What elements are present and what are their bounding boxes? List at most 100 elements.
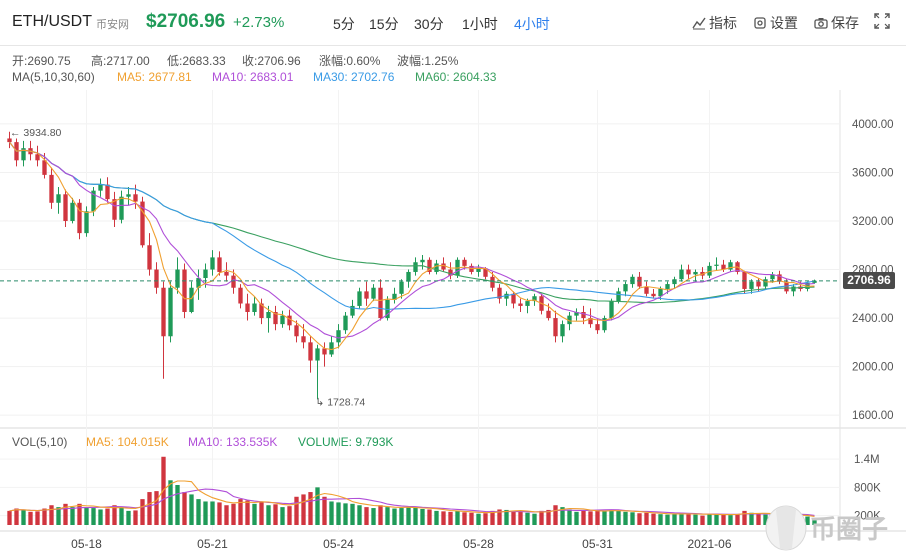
candlestick bbox=[126, 187, 131, 206]
volume-bar bbox=[546, 509, 551, 525]
volume-bar bbox=[651, 513, 656, 525]
candlestick bbox=[315, 344, 320, 400]
volume-bar bbox=[378, 505, 383, 525]
candlestick bbox=[574, 308, 579, 321]
low-annotation: ↳ 1728.74 bbox=[316, 397, 366, 409]
fullscreen-button[interactable] bbox=[874, 13, 890, 29]
settings-button[interactable]: 设置 bbox=[753, 13, 798, 33]
ma60-line bbox=[9, 141, 815, 304]
candlestick bbox=[210, 250, 215, 276]
candlestick bbox=[588, 308, 593, 328]
candle-body bbox=[721, 264, 726, 270]
volume-bar bbox=[49, 505, 54, 525]
ohlc-low: 低:2683.33 bbox=[167, 54, 226, 68]
volume-bars bbox=[7, 456, 817, 525]
ohlc-amplitude: 波幅:1.25% bbox=[397, 54, 459, 68]
candlestick bbox=[434, 259, 439, 275]
candle-body bbox=[259, 303, 264, 319]
volume-tick-label: 1.4M bbox=[854, 454, 880, 466]
candle-body bbox=[63, 194, 68, 221]
interval-1h[interactable]: 1小时 bbox=[462, 16, 498, 32]
volume-bar bbox=[637, 513, 642, 525]
ma-legend-label: MA(5,10,30,60) bbox=[12, 70, 95, 84]
candle-body bbox=[588, 318, 593, 325]
vol-ma5-value: MA5: 104.015K bbox=[86, 435, 169, 449]
candle-body bbox=[406, 271, 411, 282]
interval-30m[interactable]: 30分 bbox=[414, 16, 444, 32]
volume-bar bbox=[245, 500, 250, 525]
volume-bar bbox=[217, 502, 222, 525]
candle-body bbox=[378, 287, 383, 319]
volume-bar bbox=[259, 501, 264, 525]
candlestick bbox=[707, 262, 712, 279]
date-label: 05-24 bbox=[323, 537, 354, 551]
candlestick bbox=[259, 298, 264, 325]
candle-body bbox=[77, 202, 82, 234]
candle-body bbox=[511, 293, 516, 304]
interval-5m[interactable]: 5分 bbox=[333, 16, 355, 32]
candle-body bbox=[707, 265, 712, 276]
volume-bar bbox=[56, 507, 61, 525]
candle-body bbox=[280, 315, 285, 325]
candlestick bbox=[392, 287, 397, 304]
pair-name[interactable]: ETH/USDT bbox=[12, 13, 92, 30]
volume-bar bbox=[742, 510, 747, 525]
candle-body bbox=[763, 279, 768, 287]
gear-icon bbox=[754, 17, 766, 29]
candle-body bbox=[791, 286, 796, 292]
volume-bar bbox=[560, 507, 565, 525]
candle-body bbox=[602, 318, 607, 331]
candlestick bbox=[329, 336, 334, 357]
volume-bar bbox=[7, 510, 12, 525]
candle-body bbox=[448, 269, 453, 276]
candlestick bbox=[504, 291, 509, 306]
candlestick bbox=[742, 270, 747, 294]
volume-bar bbox=[210, 501, 215, 525]
volume-bar bbox=[518, 511, 523, 525]
volume-bar bbox=[364, 507, 369, 525]
interval-4h[interactable]: 4小时 bbox=[514, 16, 550, 32]
candlestick bbox=[287, 309, 292, 331]
candlestick bbox=[175, 257, 180, 294]
exchange-name: 币安网 bbox=[96, 19, 129, 31]
candle-body bbox=[357, 291, 362, 306]
candle-body bbox=[777, 274, 782, 282]
volume-bar bbox=[28, 511, 33, 525]
candle-body bbox=[756, 281, 761, 287]
volume-bar bbox=[504, 509, 509, 525]
candlestick bbox=[763, 276, 768, 289]
candlestick bbox=[728, 259, 733, 272]
candlestick bbox=[336, 324, 341, 349]
candle-body bbox=[49, 174, 54, 203]
price-tick-label: 1600.00 bbox=[852, 410, 894, 422]
volume-bar bbox=[455, 510, 460, 525]
volume-value: VOLUME: 9.793K bbox=[298, 435, 394, 449]
volume-bar bbox=[588, 511, 593, 525]
candle-body bbox=[126, 194, 131, 197]
indicator-button[interactable]: 指标 bbox=[692, 13, 737, 33]
volume-bar bbox=[490, 510, 495, 525]
volume-bar bbox=[763, 514, 768, 525]
candlestick bbox=[63, 189, 68, 228]
save-label: 保存 bbox=[831, 15, 859, 31]
date-label: 2021-06 bbox=[687, 537, 731, 551]
volume-bar bbox=[273, 504, 278, 525]
interval-15m[interactable]: 15分 bbox=[369, 16, 399, 32]
candle-body bbox=[56, 194, 61, 203]
price-tick-label: 3200.00 bbox=[852, 216, 894, 228]
price-tick-label: 4000.00 bbox=[852, 119, 894, 131]
volume-bar bbox=[70, 507, 75, 525]
volume-bar bbox=[658, 514, 663, 525]
save-button[interactable]: 保存 bbox=[814, 13, 859, 33]
candle-body bbox=[483, 268, 488, 277]
candlestick bbox=[553, 310, 558, 343]
candle-body bbox=[336, 330, 341, 343]
candle-body bbox=[301, 336, 306, 343]
candlestick bbox=[14, 138, 19, 167]
candle-body bbox=[217, 257, 222, 272]
candlestick bbox=[322, 342, 327, 367]
volume-bar bbox=[623, 511, 628, 525]
volume-bar bbox=[350, 503, 355, 525]
candlestick bbox=[749, 279, 754, 294]
